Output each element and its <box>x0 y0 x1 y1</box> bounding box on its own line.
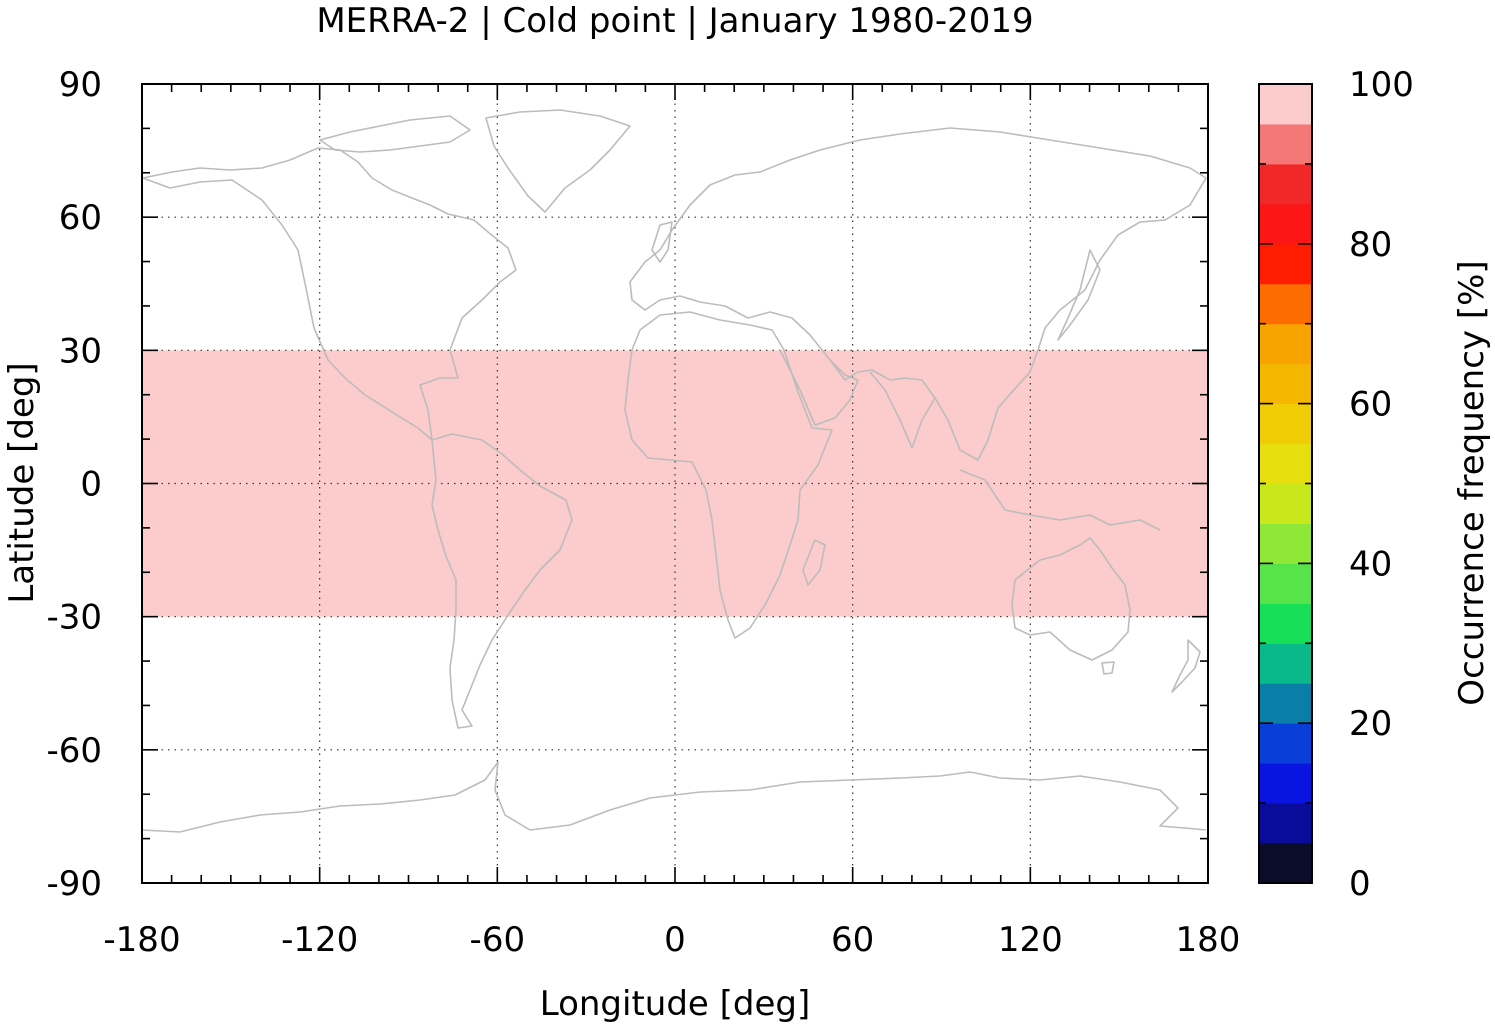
colorbar-segment <box>1259 563 1312 604</box>
colorbar-segment <box>1259 803 1312 844</box>
x-tick-label: 60 <box>831 920 874 960</box>
colorbar-segment <box>1259 483 1312 524</box>
colorbar-segment <box>1259 84 1312 125</box>
colorbar-tick-label: 40 <box>1349 544 1392 584</box>
colorbar-segment <box>1259 603 1312 644</box>
y-tick-label: 0 <box>80 465 102 505</box>
plot-frame <box>141 83 1209 884</box>
y-tick-labels: 90 60 30 0 -30 -60 -90 <box>46 65 102 904</box>
colorbar <box>1259 84 1312 884</box>
colorbar-segment <box>1259 403 1312 445</box>
colorbar-segment <box>1259 283 1312 325</box>
colorbar-tick-label: 0 <box>1349 864 1371 904</box>
colorbar-tick-labels: 0 20 40 60 80 100 <box>1349 65 1414 904</box>
colorbar-tick-label: 60 <box>1349 385 1392 425</box>
colorbar-segment <box>1259 643 1312 684</box>
new-zealand-coastline <box>1171 639 1201 693</box>
south-america-coastline <box>431 433 573 729</box>
x-tick-label: -60 <box>470 920 526 960</box>
colorbar-segment <box>1259 323 1312 365</box>
colorbar-segment <box>1259 843 1312 884</box>
y-axis-label: Latitude [deg] <box>2 362 42 603</box>
india-coastline <box>869 371 936 449</box>
eurasia-coastline <box>629 127 1207 461</box>
colorbar-ticks <box>1259 83 1312 884</box>
arabia-coastline <box>779 349 859 426</box>
colorbar-segment <box>1259 763 1312 804</box>
colorbar-segment <box>1259 243 1312 285</box>
colorbar-segment <box>1259 683 1312 724</box>
axis-ticks <box>141 83 1209 884</box>
colorbar-tick-label: 20 <box>1349 704 1392 744</box>
colorbar-segment <box>1259 123 1312 165</box>
tasmania-coastline <box>1101 661 1115 675</box>
japan-coastline <box>1057 249 1101 341</box>
y-tick-label: 60 <box>59 198 102 238</box>
africa-coastline <box>624 311 833 639</box>
canadian-archipelago-coastline <box>319 115 471 153</box>
greenland-coastline <box>485 109 631 213</box>
chart-title: MERRA-2 | Cold point | January 1980-2019 <box>316 1 1033 41</box>
colorbar-segment <box>1259 443 1312 484</box>
colorbar-segment <box>1259 203 1312 245</box>
grid-lines <box>142 84 1208 883</box>
x-tick-label: 0 <box>664 920 686 960</box>
y-tick-label: 30 <box>59 331 102 371</box>
antarctica-coastline <box>141 761 1207 833</box>
x-tick-label: 180 <box>1176 920 1241 960</box>
y-tick-label: -30 <box>46 598 102 638</box>
y-tick-label: -90 <box>46 864 102 904</box>
x-axis-label: Longitude [deg] <box>540 984 811 1024</box>
x-tick-label: 120 <box>998 920 1063 960</box>
colorbar-tick-label: 100 <box>1349 65 1414 105</box>
y-tick-label: 90 <box>59 65 102 105</box>
colorbar-label: Occurrence frequency [%] <box>1452 260 1492 705</box>
colorbar-segment <box>1259 163 1312 205</box>
y-tick-label: -60 <box>46 731 102 771</box>
x-tick-labels: -180 -120 -60 0 60 120 180 <box>103 920 1240 960</box>
australia-coastline <box>1011 537 1131 661</box>
colorbar-segment <box>1259 723 1312 764</box>
british-isles-coastline <box>651 221 673 263</box>
southeast-asia-islands-coastline <box>959 469 1161 531</box>
x-tick-label: -120 <box>281 920 358 960</box>
madagascar-coastline <box>802 539 826 586</box>
colorbar-segment <box>1259 363 1312 405</box>
x-tick-label: -180 <box>103 920 180 960</box>
coastlines <box>141 109 1207 833</box>
colorbar-tick-label: 80 <box>1349 225 1392 265</box>
colorbar-segment <box>1259 523 1312 564</box>
